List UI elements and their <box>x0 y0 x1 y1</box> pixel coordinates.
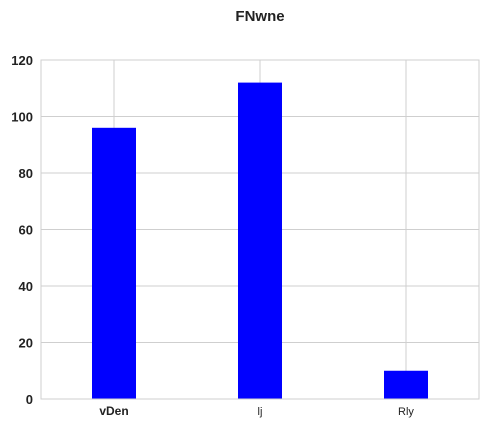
bar-vDen <box>92 127 136 400</box>
plot-frame <box>40 59 480 400</box>
y-tick-label: 80 <box>19 166 33 181</box>
bar-series <box>92 82 428 400</box>
x-axis-tick-labels: vDen lj Rly <box>99 404 414 418</box>
y-axis-tick-labels: 0 20 40 60 80 100 120 <box>11 53 33 407</box>
y-tick-label: 20 <box>19 336 33 351</box>
bar-Rly <box>384 370 428 399</box>
x-tick-label: Rly <box>398 406 414 418</box>
y-tick-label: 100 <box>11 110 33 125</box>
y-tick-label: 60 <box>19 223 33 238</box>
y-tick-label: 0 <box>26 392 33 407</box>
axes <box>40 59 480 400</box>
y-tick-label: 120 <box>11 53 33 68</box>
x-tick-label: vDen <box>99 404 128 418</box>
bar-lj <box>238 82 282 399</box>
y-tick-label: 40 <box>19 279 33 294</box>
x-tick-label: lj <box>258 406 263 418</box>
chart-title: FNwne <box>235 8 284 25</box>
